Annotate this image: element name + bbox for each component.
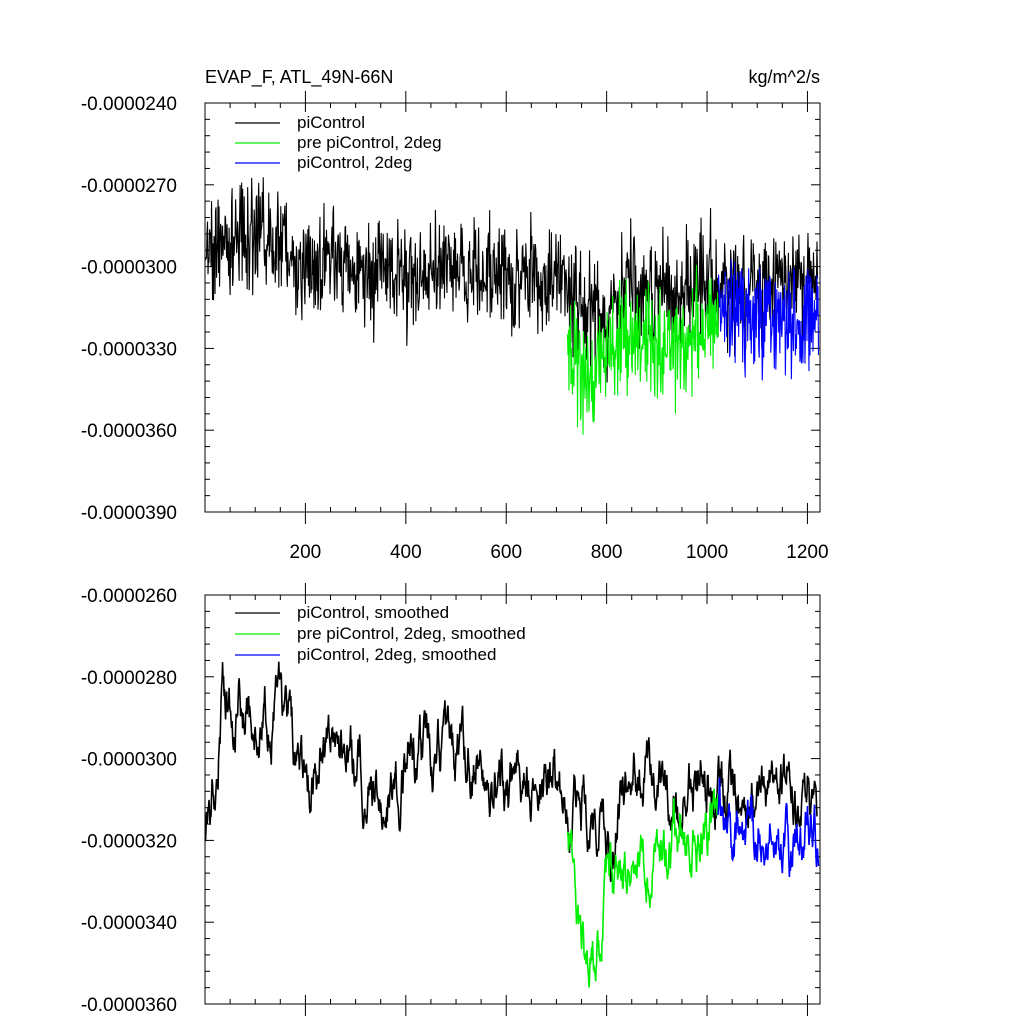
series-line-2 [566, 788, 719, 988]
y-tick-label: -0.0000300 [81, 750, 177, 771]
legend-label-1: piControl [297, 113, 365, 132]
y-tick-label: -0.0000360 [81, 421, 177, 442]
y-tick-label: -0.0000390 [81, 503, 177, 524]
chart-panel-1: EVAP_F, ATL_49N-66N kg/m^2/s -0.0000240 -0.… [81, 67, 829, 563]
y-tick-label: -0.0000340 [81, 913, 177, 934]
plot-frame [204, 102, 821, 513]
y-tick-label: -0.0000300 [81, 258, 177, 279]
x-tick-label: 600 [490, 542, 522, 563]
y-tick-label: -0.0000330 [81, 339, 177, 360]
x-tick-label: 800 [591, 542, 623, 563]
legend-label-1: piControl, smoothed [297, 603, 449, 622]
x-tick-label: 400 [390, 542, 422, 563]
y-tick-label: -0.0000260 [81, 586, 177, 607]
y-tick-label: -0.0000320 [81, 831, 177, 852]
series-line-2 [566, 264, 719, 435]
chart-panel-2: -0.0000260 -0.0000280 -0.0000300 -0.0000320… [81, 583, 821, 1016]
series-line-1 [205, 661, 818, 882]
y-tick-label: -0.0000270 [81, 176, 177, 197]
x-tick-label: 1000 [686, 542, 728, 563]
y-tick-label: -0.0000280 [81, 668, 177, 689]
plot-frame [204, 594, 821, 1005]
x-tick-label: 200 [290, 542, 322, 563]
x-tick-label: 1200 [786, 542, 828, 563]
legend-label-3: piControl, 2deg [297, 153, 412, 172]
legend-label-3: piControl, 2deg, smoothed [297, 645, 496, 664]
series-line-3 [717, 777, 820, 877]
y-tick-label: -0.0000360 [81, 995, 177, 1016]
chart-title: EVAP_F, ATL_49N-66N [205, 67, 393, 88]
legend-label-2: pre piControl, 2deg [297, 133, 442, 152]
y-tick-label: -0.0000240 [81, 94, 177, 115]
units-label: kg/m^2/s [749, 67, 820, 87]
legend-label-2: pre piControl, 2deg, smoothed [297, 624, 526, 643]
series-line-3 [717, 259, 820, 381]
